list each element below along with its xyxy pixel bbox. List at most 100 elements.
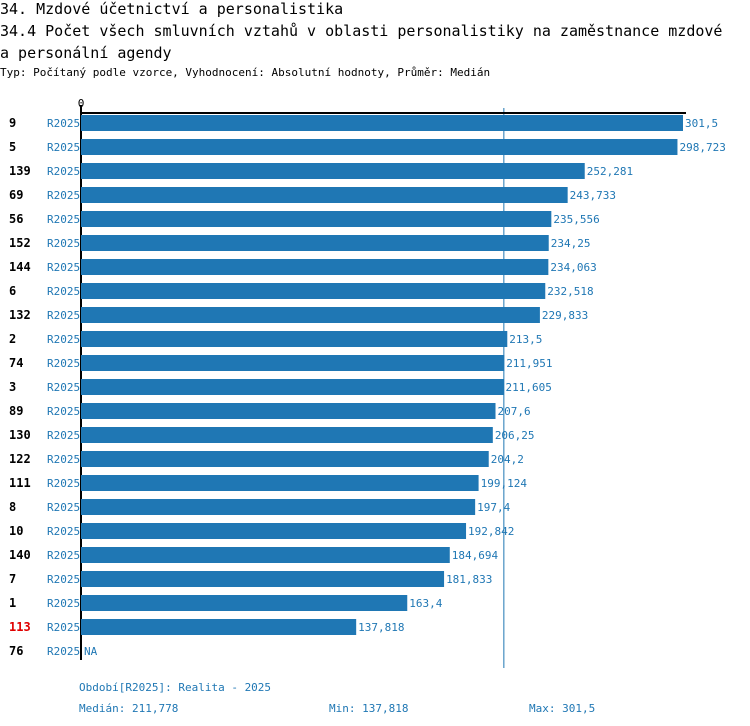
series-label: R2025	[47, 453, 80, 466]
series-label: R2025	[47, 405, 80, 418]
row-id-label: 3	[9, 380, 16, 394]
bar	[81, 115, 683, 131]
chart-meta: Typ: Počítaný podle vzorce, Vyhodnocení:…	[0, 66, 491, 79]
series-label: R2025	[47, 645, 80, 658]
value-label: 298,723	[679, 141, 725, 154]
series-label: R2025	[47, 597, 80, 610]
bar	[81, 427, 493, 443]
value-label: 235,556	[553, 213, 599, 226]
series-label: R2025	[47, 213, 80, 226]
row-id-label: 113	[9, 620, 31, 634]
bar	[81, 307, 540, 323]
row-id-label: 10	[9, 524, 23, 538]
value-label: 184,694	[452, 549, 499, 562]
bar	[81, 547, 450, 563]
value-label: 234,063	[550, 261, 596, 274]
bar	[81, 187, 568, 203]
max-stat: Max: 301,5	[529, 702, 596, 715]
bar	[81, 283, 546, 299]
series-label: R2025	[47, 429, 80, 442]
series-label: R2025	[47, 621, 80, 634]
value-label: 206,25	[495, 429, 535, 442]
row-id-label: 111	[9, 476, 31, 490]
min-stat: Min: 137,818	[329, 702, 409, 715]
row-id-label: 89	[9, 404, 23, 418]
bar	[81, 499, 476, 515]
bar	[81, 403, 496, 419]
series-label: R2025	[47, 381, 80, 394]
row-id-label: 144	[9, 260, 31, 274]
series-label: R2025	[47, 333, 80, 346]
row-id-label: 139	[9, 164, 31, 178]
value-label: 243,733	[570, 189, 616, 202]
row-id-label: 122	[9, 452, 31, 466]
bar	[81, 211, 552, 227]
row-id-label: 9	[9, 116, 16, 130]
bar	[81, 139, 678, 155]
series-label: R2025	[47, 525, 80, 538]
period-legend: Období[R2025]: Realita - 2025	[79, 681, 272, 694]
row-id-label: 130	[9, 428, 31, 442]
value-label: 181,833	[446, 573, 492, 586]
row-id-label: 6	[9, 284, 16, 298]
value-label: 252,281	[587, 165, 633, 178]
value-label: 301,5	[685, 117, 718, 130]
row-id-label: 132	[9, 308, 31, 322]
median-stat: Medián: 211,778	[79, 702, 179, 715]
row-id-label: 56	[9, 212, 23, 226]
bar	[81, 235, 549, 251]
value-label: 213,5	[509, 333, 542, 346]
series-label: R2025	[47, 477, 80, 490]
bar	[81, 523, 467, 539]
series-label: R2025	[47, 141, 80, 154]
bar	[81, 619, 357, 635]
series-label: R2025	[47, 237, 80, 250]
bar	[81, 451, 489, 467]
x-tick-label: 0	[78, 97, 85, 110]
value-label: 199,124	[481, 477, 528, 490]
value-label: 207,6	[498, 405, 531, 418]
series-label: R2025	[47, 309, 80, 322]
series-label: R2025	[47, 117, 80, 130]
bar	[81, 163, 585, 179]
row-id-label: 5	[9, 140, 16, 154]
bar	[81, 475, 479, 491]
value-label: 211,951	[506, 357, 552, 370]
bar	[81, 259, 549, 275]
value-label: 234,25	[551, 237, 591, 250]
value-label: 204,2	[491, 453, 524, 466]
series-label: R2025	[47, 189, 80, 202]
series-label: R2025	[47, 285, 80, 298]
bar	[81, 571, 445, 587]
row-id-label: 2	[9, 332, 16, 346]
value-label: 232,518	[547, 285, 593, 298]
bar	[81, 331, 508, 347]
value-label: NA	[84, 645, 98, 658]
bar	[81, 355, 505, 371]
row-id-label: 140	[9, 548, 31, 562]
series-label: R2025	[47, 165, 80, 178]
series-label: R2025	[47, 501, 80, 514]
row-id-label: 69	[9, 188, 23, 202]
value-label: 163,4	[409, 597, 442, 610]
row-id-label: 74	[9, 356, 23, 370]
value-label: 192,842	[468, 525, 514, 538]
row-id-label: 76	[9, 644, 23, 658]
value-label: 211,605	[506, 381, 552, 394]
row-id-label: 152	[9, 236, 31, 250]
row-id-label: 8	[9, 500, 16, 514]
value-label: 229,833	[542, 309, 588, 322]
chart-title: 34.4 Počet všech smluvních vztahů v obla…	[0, 22, 723, 62]
value-label: 197,4	[477, 501, 510, 514]
row-id-label: 7	[9, 572, 16, 586]
bar	[81, 595, 408, 611]
series-label: R2025	[47, 573, 80, 586]
bar	[81, 379, 504, 395]
series-label: R2025	[47, 549, 80, 562]
value-label: 137,818	[358, 621, 404, 634]
series-label: R2025	[47, 261, 80, 274]
row-id-label: 1	[9, 596, 16, 610]
page-title: 34. Mzdové účetnictví a personalistika	[0, 0, 344, 18]
series-label: R2025	[47, 357, 80, 370]
